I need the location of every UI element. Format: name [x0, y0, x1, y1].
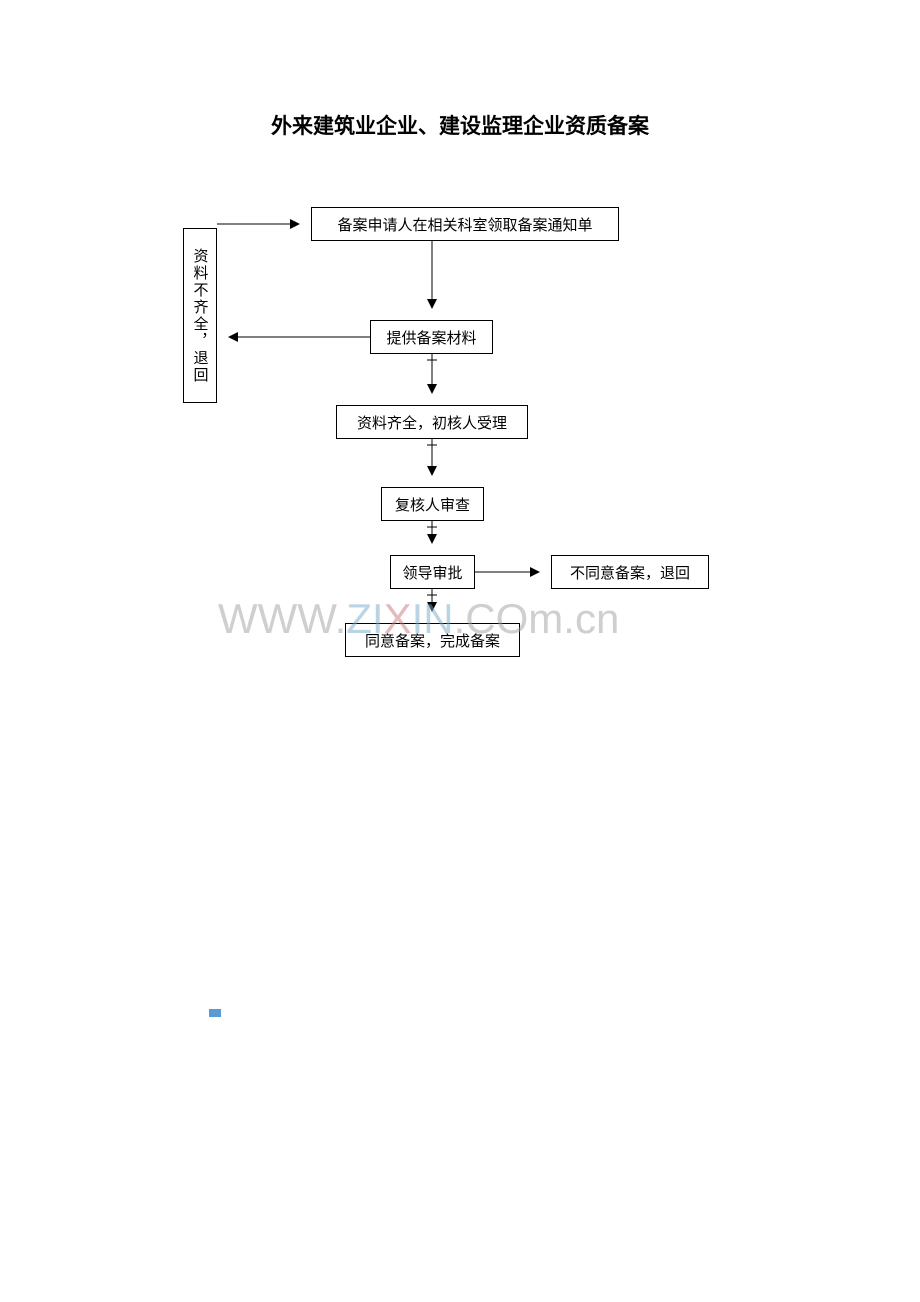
watermark-text: WWW.ZIXIN.COm.cn — [218, 595, 619, 643]
page-title: 外来建筑业企业、建设监理企业资质备案 — [222, 110, 698, 140]
node-reject-right: 不同意备案，退回 — [551, 555, 709, 589]
node-step-1: 备案申请人在相关科室领取备案通知单 — [311, 207, 619, 241]
node-reject-left: 资料不齐全，退回 — [183, 228, 217, 403]
node-step-4: 复核人审查 — [381, 487, 484, 521]
small-mark-icon — [209, 1009, 221, 1017]
node-step-5: 领导审批 — [390, 555, 475, 589]
node-step-3: 资料齐全，初核人受理 — [336, 405, 528, 439]
node-step-2: 提供备案材料 — [370, 320, 493, 354]
